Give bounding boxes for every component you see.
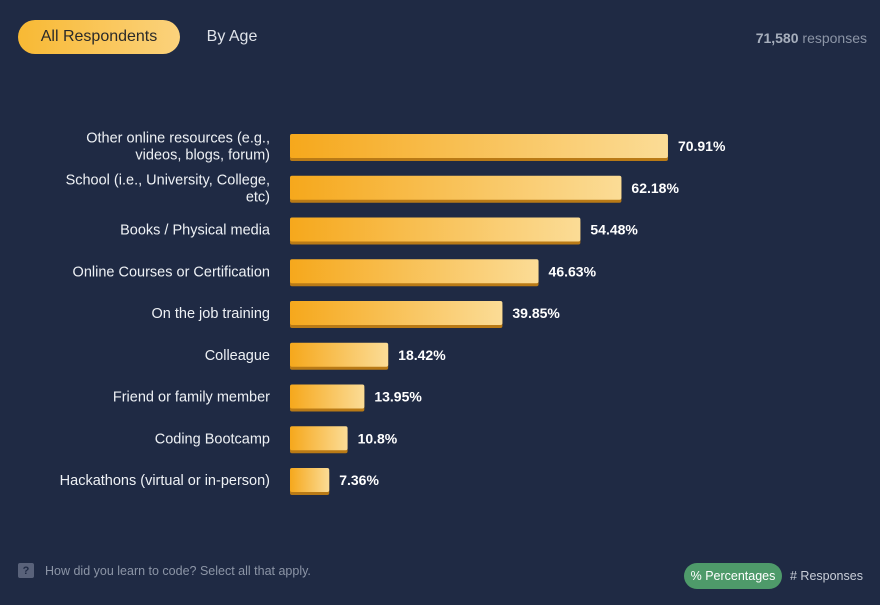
- question-text: How did you learn to code? Select all th…: [45, 563, 311, 578]
- bar-value-label: 7.36%: [339, 472, 379, 488]
- bar-value-label: 54.48%: [590, 222, 638, 238]
- category-label: Friend or family member: [113, 390, 270, 406]
- bar-value-label: 39.85%: [512, 305, 560, 321]
- category-label: etc): [246, 189, 270, 205]
- bar-value-label: 70.91%: [678, 138, 726, 154]
- response-count: 71,580 responses: [756, 30, 867, 46]
- category-label: On the job training: [152, 306, 271, 322]
- category-label: Online Courses or Certification: [73, 264, 270, 280]
- bar[interactable]: [290, 301, 503, 325]
- category-label: Other online resources (e.g.,: [86, 131, 270, 147]
- bar-value-label: 62.18%: [631, 180, 679, 196]
- response-count-number: 71,580: [755, 30, 799, 46]
- bar[interactable]: [290, 259, 539, 284]
- bar[interactable]: [290, 426, 348, 451]
- bar[interactable]: [290, 175, 622, 200]
- question-icon: ?: [18, 563, 34, 578]
- category-label: Hackathons (virtual or in-person): [60, 473, 270, 489]
- tab-all-respondents[interactable]: All Respondents: [18, 20, 180, 54]
- category-label: videos, blogs, forum): [135, 148, 270, 164]
- bar[interactable]: [290, 134, 668, 158]
- tab-by-age[interactable]: By Age: [196, 20, 268, 54]
- question-footer: ? How did you learn to code? Select all …: [18, 563, 311, 578]
- bar-value-label: 46.63%: [549, 263, 597, 279]
- bar[interactable]: [290, 217, 581, 242]
- responses-toggle[interactable]: # Responses: [790, 563, 863, 589]
- bar-value-label: 10.8%: [358, 430, 398, 446]
- category-label: Books / Physical media: [120, 223, 271, 239]
- bar[interactable]: [290, 384, 365, 409]
- category-label: Coding Bootcamp: [155, 431, 270, 447]
- category-label: Colleague: [205, 348, 270, 364]
- percentages-toggle[interactable]: % Percentages: [684, 563, 782, 589]
- bar-value-label: 18.42%: [398, 347, 446, 363]
- bar[interactable]: [290, 342, 389, 367]
- bar[interactable]: [290, 468, 330, 492]
- category-label: School (i.e., University, College,: [66, 172, 270, 188]
- bar-chart: 70.91% Other online resources (e.g.,video…: [60, 131, 726, 495]
- response-count-label: responses: [802, 30, 867, 46]
- bar-value-label: 13.95%: [374, 389, 422, 405]
